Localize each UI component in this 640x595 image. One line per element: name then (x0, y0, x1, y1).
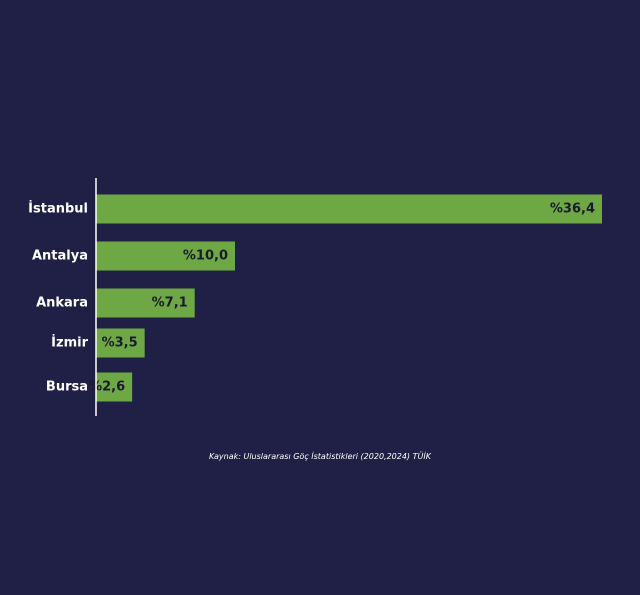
category-label-3: İzmir (51, 335, 88, 351)
bar-3 (96, 328, 145, 358)
source-note: Kaynak: Uluslararası Göç İstatistikleri … (209, 452, 431, 461)
value-label-4: %2,6 (89, 380, 125, 395)
category-label-2: Ankara (36, 296, 88, 311)
value-label-1: %10,0 (183, 249, 228, 264)
category-label-1: Antalya (32, 249, 88, 264)
value-label-0: %36,4 (550, 202, 595, 217)
value-label-2: %7,1 (152, 296, 188, 311)
bar-2 (96, 288, 195, 318)
value-label-3: %3,5 (102, 336, 138, 351)
category-label-0: İstanbul (28, 201, 88, 217)
bar-4 (96, 372, 133, 402)
category-label-4: Bursa (46, 380, 88, 395)
bar-0 (96, 194, 602, 224)
bar-1 (96, 241, 236, 271)
